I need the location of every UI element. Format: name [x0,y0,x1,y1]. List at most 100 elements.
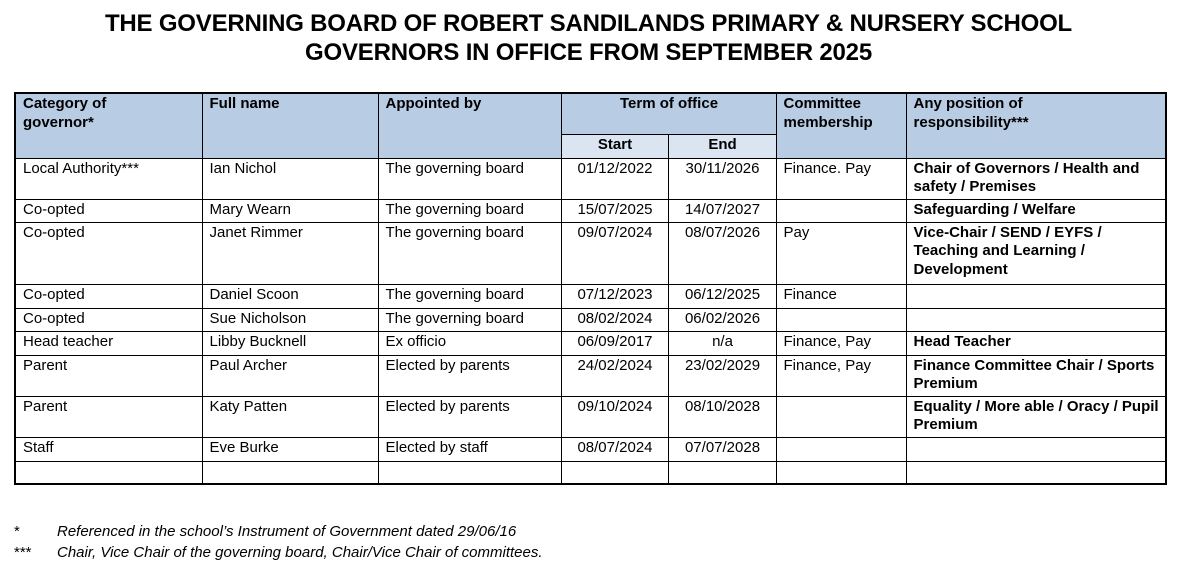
cell-start: 01/12/2022 [560,157,669,200]
cell-committee [775,307,907,332]
table-subheader-row: Start End [15,133,1166,159]
cell-committee: Finance, Pay [775,354,907,397]
cell-name: Sue Nicholson [201,307,379,332]
cell-responsibility: Vice-Chair / SEND / EYFS / Teaching and … [905,221,1167,285]
document-title: THE GOVERNING BOARD OF ROBERT SANDILANDS… [0,9,1177,67]
cell-end: n/a [667,330,777,356]
cell-category: Parent [14,395,203,438]
cell-responsibility: Equality / More able / Oracy / Pupil Pre… [905,395,1167,438]
footnote: *** Chair, Vice Chair of the governing b… [14,543,543,564]
header-start: Start [560,133,669,159]
cell-category [14,460,203,485]
cell-committee [775,436,907,462]
cell-appointed-by: The governing board [377,221,562,285]
cell-name: Mary Wearn [201,198,379,223]
cell-committee: Finance. Pay [775,157,907,200]
cell-responsibility: Chair of Governors / Health and safety /… [905,157,1167,200]
cell-committee [775,198,907,223]
table-row [14,460,1167,485]
cell-responsibility: Head Teacher [905,330,1167,356]
cell-end: 06/02/2026 [667,307,777,332]
cell-appointed-by: The governing board [377,198,562,223]
cell-responsibility [905,436,1167,462]
cell-committee [775,395,907,438]
cell-end: 08/07/2026 [667,221,777,285]
table-row: Parent Paul Archer Elected by parents 24/02… [14,354,1167,397]
cell-name: Janet Rimmer [201,221,379,285]
cell-start: 06/09/2017 [560,330,669,356]
header-term-of-office: Term of office [560,92,777,135]
cell-responsibility: Finance Committee Chair / Sports Premium [905,354,1167,397]
cell-start: 08/07/2024 [560,436,669,462]
cell-category: Local Authority*** [14,157,203,200]
cell-category: Parent [14,354,203,397]
cell-start: 08/02/2024 [560,307,669,332]
cell-responsibility [905,307,1167,332]
table-header-row: Category of governor* Full name Appointe… [14,92,1167,159]
cell-category: Co-opted [14,221,203,285]
cell-appointed-by: Elected by parents [377,354,562,397]
cell-name: Libby Bucknell [201,330,379,356]
cell-responsibility [905,460,1167,485]
cell-category: Co-opted [14,307,203,332]
header-end: End [667,133,777,159]
table-row: Co-opted Mary Wearn The governing board 15/… [14,198,1167,223]
cell-end: 30/11/2026 [667,157,777,200]
title-line-2: GOVERNORS IN OFFICE FROM SEPTEMBER 2025 [305,39,872,66]
table-row: Staff Eve Burke Elected by staff 08/07/2024… [14,436,1167,462]
cell-committee: Finance [775,283,907,309]
cell-appointed-by [377,460,562,485]
footnote-text: Chair, Vice Chair of the governing board… [57,543,543,561]
header-category: Category of governor* [14,92,203,159]
cell-end [667,460,777,485]
cell-appointed-by: Elected by staff [377,436,562,462]
footnotes: * Referenced in the school’s Instrument … [14,522,543,563]
cell-end: 06/12/2025 [667,283,777,309]
table-row: Local Authority*** Ian Nichol The governin… [14,157,1167,200]
header-committee-membership: Committee membership [775,92,907,159]
cell-end: 08/10/2028 [667,395,777,438]
cell-start: 15/07/2025 [560,198,669,223]
cell-appointed-by: The governing board [377,283,562,309]
cell-appointed-by: The governing board [377,157,562,200]
cell-category: Co-opted [14,283,203,309]
cell-appointed-by: The governing board [377,307,562,332]
cell-name: Ian Nichol [201,157,379,200]
footnote-marker: *** [14,543,32,561]
cell-start: 24/02/2024 [560,354,669,397]
table-row: Parent Katy Patten Elected by parents 09/10… [14,395,1167,438]
cell-committee [775,460,907,485]
cell-name: Paul Archer [201,354,379,397]
header-full-name: Full name [201,92,379,159]
header-responsibility: Any position of responsibility*** [905,92,1167,159]
cell-start: 07/12/2023 [560,283,669,309]
table-row: Head teacher Libby Bucknell Ex officio 06/0… [14,330,1167,356]
cell-start: 09/10/2024 [560,395,669,438]
cell-committee: Finance, Pay [775,330,907,356]
cell-end: 14/07/2027 [667,198,777,223]
cell-responsibility [905,283,1167,309]
cell-appointed-by: Elected by parents [377,395,562,438]
footnote-marker: * [14,523,20,540]
cell-responsibility: Safeguarding / Welfare [905,198,1167,223]
footnote: * Referenced in the school’s Instrument … [14,522,543,543]
title-line-1: THE GOVERNING BOARD OF ROBERT SANDILANDS… [104,10,1073,37]
footnote-text: Referenced in the school’s Instrument of… [57,523,517,540]
table-row: Co-opted Sue Nicholson The governing board… [14,307,1167,332]
governors-table: Category of governor* Full name Appointe… [14,92,1168,485]
cell-name: Daniel Scoon [201,283,379,309]
cell-name [201,460,379,485]
cell-category: Head teacher [14,330,203,356]
table-row: Co-opted Janet Rimmer The governing board 0… [14,221,1167,285]
cell-category: Co-opted [14,198,203,223]
cell-name: Katy Patten [201,395,379,438]
cell-name: Eve Burke [201,436,379,462]
cell-appointed-by: Ex officio [377,330,562,356]
cell-end: 07/07/2028 [667,436,777,462]
cell-category: Staff [14,436,203,462]
header-appointed-by: Appointed by [377,92,562,159]
cell-start [560,460,669,485]
table-row: Co-opted Daniel Scoon The governing board 0… [14,283,1167,309]
cell-committee: Pay [775,221,907,285]
